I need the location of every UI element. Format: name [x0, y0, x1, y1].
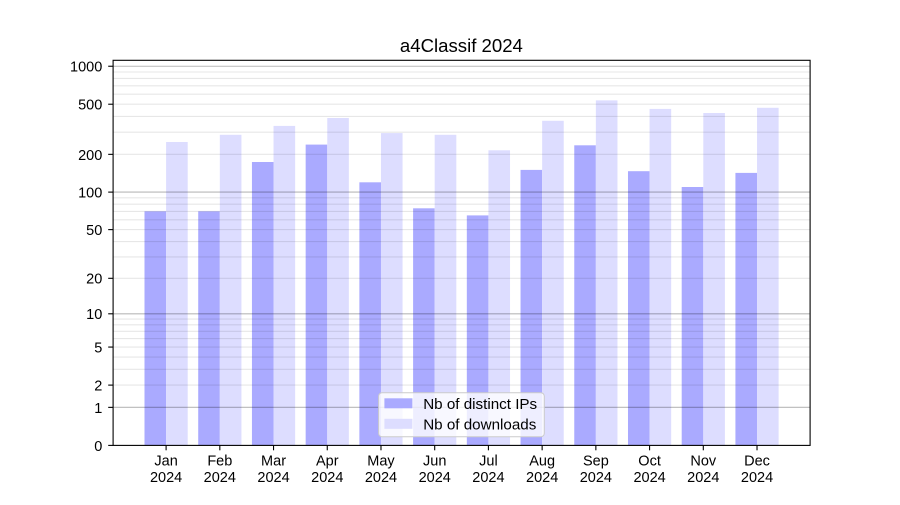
svg-text:2024: 2024: [580, 470, 612, 486]
svg-text:May: May: [367, 453, 395, 469]
svg-text:10: 10: [86, 307, 102, 323]
svg-text:2024: 2024: [204, 470, 236, 486]
svg-text:Mar: Mar: [261, 453, 286, 469]
svg-text:Nb of downloads: Nb of downloads: [423, 417, 537, 434]
svg-text:2024: 2024: [472, 470, 504, 486]
svg-text:500: 500: [78, 98, 102, 114]
svg-text:2024: 2024: [741, 470, 773, 486]
svg-text:Oct: Oct: [638, 453, 661, 469]
svg-text:2024: 2024: [150, 470, 182, 486]
svg-text:2024: 2024: [257, 470, 289, 486]
svg-text:2024: 2024: [365, 470, 397, 486]
svg-text:Feb: Feb: [207, 453, 232, 469]
svg-text:Sep: Sep: [583, 453, 609, 469]
svg-text:Jan: Jan: [154, 453, 177, 469]
svg-text:5: 5: [94, 340, 102, 356]
svg-text:a4Classif 2024: a4Classif 2024: [400, 35, 523, 56]
svg-text:2024: 2024: [526, 470, 558, 486]
svg-text:2: 2: [94, 379, 102, 395]
svg-text:Apr: Apr: [316, 453, 339, 469]
svg-text:Dec: Dec: [744, 453, 770, 469]
svg-text:2024: 2024: [687, 470, 719, 486]
svg-text:1000: 1000: [70, 60, 102, 76]
svg-text:2024: 2024: [311, 470, 343, 486]
svg-text:20: 20: [86, 272, 102, 288]
svg-text:Jul: Jul: [479, 453, 498, 469]
svg-text:50: 50: [86, 223, 102, 239]
svg-text:0: 0: [94, 439, 102, 455]
svg-text:100: 100: [78, 186, 102, 202]
svg-text:200: 200: [78, 148, 102, 164]
svg-text:Nb of distinct IPs: Nb of distinct IPs: [423, 396, 537, 413]
svg-text:2024: 2024: [633, 470, 665, 486]
svg-text:Jun: Jun: [423, 453, 446, 469]
svg-text:1: 1: [94, 401, 102, 417]
svg-text:2024: 2024: [419, 470, 451, 486]
svg-text:Nov: Nov: [690, 453, 717, 469]
svg-text:Aug: Aug: [529, 453, 555, 469]
